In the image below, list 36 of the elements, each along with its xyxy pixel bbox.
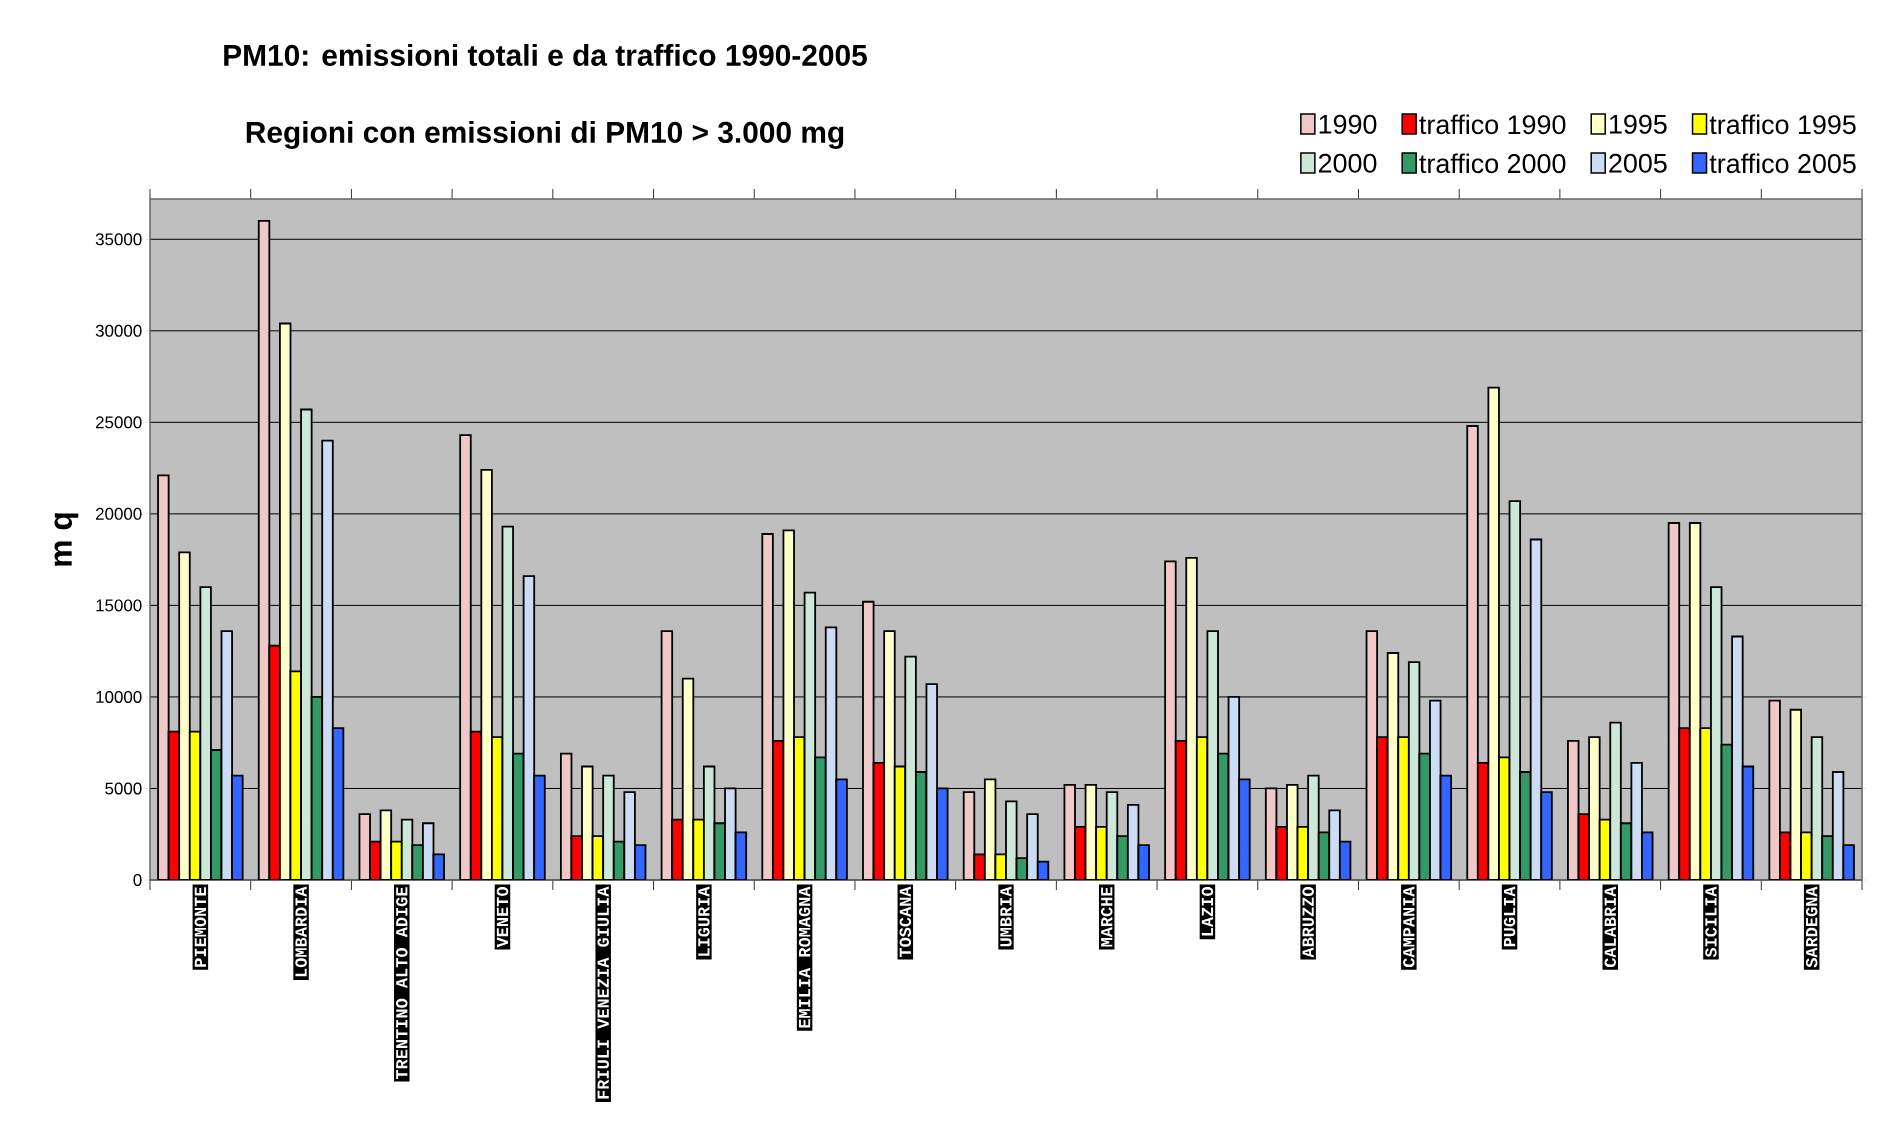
x-tick-label: FRIULI VENEZIA GIULIA [597, 886, 609, 1099]
x-tick-label: UMBRIA [1000, 886, 1012, 947]
x-tick-label: SICILIA [1705, 886, 1717, 958]
chart-subtitle: Regioni con emissioni di PM10 > 3.000 mg [246, 120, 844, 149]
x-tick-label: TRENTINO ALTO ADIGE [396, 887, 408, 1080]
y-tick-label: 0 [133, 874, 142, 886]
x-tick-label: CAMPANIA [1403, 886, 1415, 968]
chart-title: PM10: emissioni totali e da traffico 1990-2005 [224, 44, 867, 66]
legend-label: traffico 1990 [1419, 114, 1566, 135]
x-tick-label: ABRUZZO [1302, 887, 1314, 958]
y-tick-label: 5000 [105, 782, 142, 795]
x-tick-label: VENETO [496, 887, 509, 948]
x-tick-label: LOMBARDIA [295, 886, 307, 977]
x-tick-label: SARDEGNA [1805, 886, 1818, 968]
legend-label: 1990 [1319, 114, 1377, 134]
y-tick-label: 10000 [96, 690, 142, 703]
x-tick-label: PIEMONTE [194, 887, 207, 967]
y-tick-label: 15000 [96, 599, 142, 612]
x-tick-label: CALABRIA [1604, 886, 1617, 968]
y-tick-label: 25000 [95, 416, 142, 429]
y-tick-label: 20000 [95, 507, 142, 520]
legend-label: 2000 [1318, 153, 1377, 173]
legend-label: traffico 1995 [1709, 114, 1856, 135]
y-tick-label: 30000 [95, 324, 142, 337]
y-tick-label: 35000 [95, 233, 142, 246]
legend-label: 2005 [1609, 153, 1667, 173]
x-tick-label: MARCHE [1100, 887, 1113, 947]
x-tick-label: LAZIO [1201, 887, 1214, 936]
legend-label: traffico 2000 [1419, 153, 1566, 174]
x-tick-label: LIGURIA [698, 886, 710, 956]
legend-label: traffico 2005 [1709, 153, 1856, 174]
x-tick-label: PUGLIA [1503, 886, 1516, 947]
legend-label: 1995 [1610, 114, 1667, 134]
x-tick-label: TOSCANA [899, 886, 912, 958]
x-tick-label: EMILIA ROMAGNA [798, 886, 811, 1028]
y-axis-title: m q [54, 513, 79, 566]
